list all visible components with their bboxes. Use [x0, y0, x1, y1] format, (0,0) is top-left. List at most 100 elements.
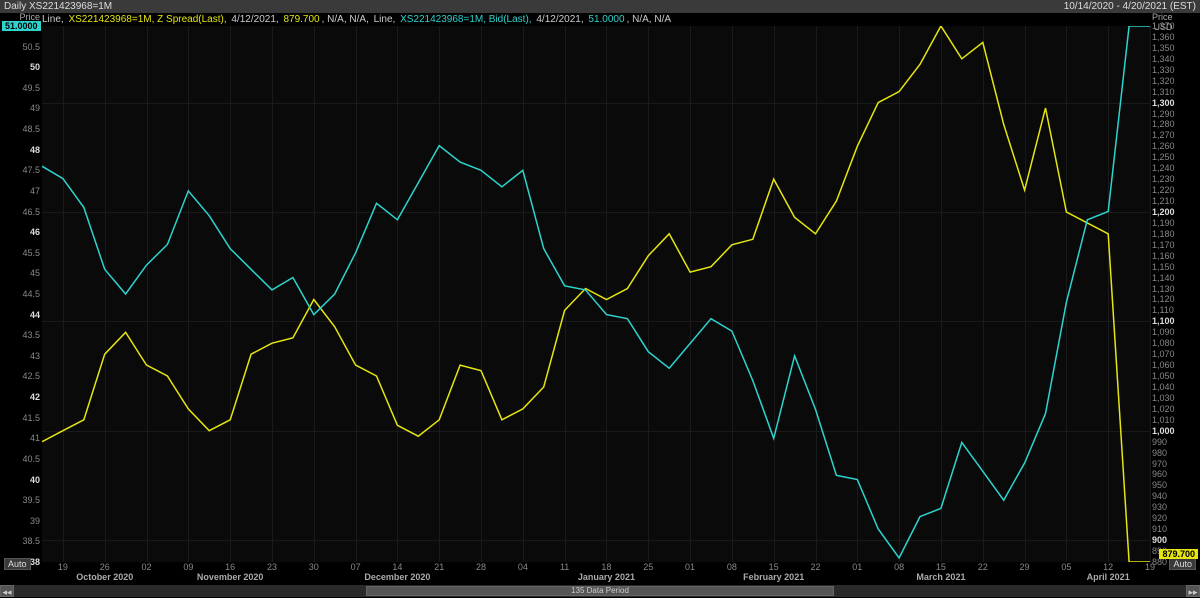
y-right-tick: 950: [1152, 480, 1167, 490]
scroll-right-button[interactable]: ▸▸: [1186, 585, 1200, 597]
x-tick: 15March 2021: [916, 562, 965, 582]
y-right-tick: 1,170: [1152, 240, 1175, 250]
y-right-tick: 900: [1152, 535, 1167, 545]
x-tick: 25: [643, 562, 653, 572]
y-left-tick: 49: [30, 103, 40, 113]
y-left-tick: 50: [30, 62, 40, 72]
y-right-tick: 1,250: [1152, 152, 1175, 162]
x-tick: 08: [727, 562, 737, 572]
y-right-tick: 1,180: [1152, 229, 1175, 239]
y-left-tick: 47.5: [22, 165, 40, 175]
legend-value-2: 51.0000: [588, 14, 624, 25]
y-right-tick: 1,050: [1152, 371, 1175, 381]
y-right-tick: 960: [1152, 469, 1167, 479]
scroll-left-button[interactable]: ◂◂: [0, 585, 14, 597]
x-tick: 29: [1020, 562, 1030, 572]
legend-text: 4/12/2021,: [231, 14, 281, 25]
y-left-tick: 38: [30, 557, 40, 567]
legend: Line, XS221423968=1M, Z Spread(Last), 4/…: [42, 14, 673, 25]
legend-text: , N/A, N/A,: [322, 14, 372, 25]
y-left-tick: 44: [30, 310, 40, 320]
x-tick: 21: [434, 562, 444, 572]
legend-series-2: XS221423968=1M, Bid(Last),: [400, 14, 534, 25]
x-tick: 04: [518, 562, 528, 572]
x-tick: 12April 2021: [1087, 562, 1130, 582]
x-tick: 02: [142, 562, 152, 572]
x-tick: 30: [309, 562, 319, 572]
y-right-tick: 1,290: [1152, 109, 1175, 119]
y-left-tick: 46.5: [22, 207, 40, 217]
y-right-tick: 1,000: [1152, 426, 1175, 436]
y-right-tick: 980: [1152, 448, 1167, 458]
chart-lines: [42, 26, 1150, 562]
x-tick: 05: [1061, 562, 1071, 572]
y-left-tick: 39.5: [22, 495, 40, 505]
y-left-tick: 38.5: [22, 536, 40, 546]
right-price-marker: 879.700: [1159, 549, 1198, 559]
y-left-tick: 40: [30, 475, 40, 485]
y-left-tick: 45.5: [22, 248, 40, 258]
auto-button-right[interactable]: Auto: [1169, 558, 1196, 570]
y-left-tick: 43.5: [22, 330, 40, 340]
x-tick: 18January 2021: [578, 562, 635, 582]
y-left-tick: 41.5: [22, 413, 40, 423]
y-left-tick: 46: [30, 227, 40, 237]
x-tick: 14December 2020: [364, 562, 430, 582]
y-right-tick: 990: [1152, 437, 1167, 447]
y-axis-left: PriceUSD 3838.53939.54040.54141.54242.54…: [0, 26, 42, 562]
y-right-tick: 1,190: [1152, 218, 1175, 228]
chart-title: Daily XS221423968=1M: [4, 1, 112, 12]
x-tick: 19: [58, 562, 68, 572]
y-axis-right: PriceUSD 8808909009109209309409509609709…: [1150, 26, 1200, 562]
y-left-tick: 48.5: [22, 124, 40, 134]
y-right-tick: 1,040: [1152, 382, 1175, 392]
plot-area[interactable]: [42, 26, 1150, 562]
legend-text: Line,: [42, 14, 66, 25]
y-right-tick: 1,220: [1152, 185, 1175, 195]
y-right-tick: 1,060: [1152, 360, 1175, 370]
date-range: 10/14/2020 - 4/20/2021 (EST): [1064, 1, 1196, 12]
y-right-tick: 1,090: [1152, 327, 1175, 337]
x-tick: 01: [852, 562, 862, 572]
y-left-tick: 47: [30, 186, 40, 196]
scrollbar: ◂◂ 135 Data Period ▸▸: [0, 585, 1200, 597]
legend-text: , N/A, N/A: [627, 14, 671, 25]
header-bar: Daily XS221423968=1M 10/14/2020 - 4/20/2…: [0, 0, 1200, 13]
y-right-tick: 930: [1152, 502, 1167, 512]
y-right-tick: 1,150: [1152, 262, 1175, 272]
legend-text: 4/12/2021,: [536, 14, 586, 25]
y-left-tick: 49.5: [22, 83, 40, 93]
y-right-tick: 1,350: [1152, 43, 1175, 53]
x-tick: 23: [267, 562, 277, 572]
y-right-tick: 1,360: [1152, 32, 1175, 42]
y-right-tick: 1,200: [1152, 207, 1175, 217]
y-right-tick: 1,110: [1152, 305, 1174, 315]
y-left-tick: 39: [30, 516, 40, 526]
y-right-tick: 1,230: [1152, 174, 1175, 184]
x-axis: 1926October 2020020916November 202023300…: [42, 562, 1150, 584]
y-left-tick: 42: [30, 392, 40, 402]
legend-value-1: 879.700: [283, 14, 319, 25]
auto-button-left[interactable]: Auto: [4, 558, 31, 570]
y-left-tick: 50.5: [22, 42, 40, 52]
y-right-tick: 1,070: [1152, 349, 1175, 359]
scroll-track[interactable]: 135 Data Period: [14, 585, 1186, 597]
y-right-tick: 1,100: [1152, 316, 1175, 326]
x-tick: 16November 2020: [197, 562, 264, 582]
x-tick: 11: [560, 562, 569, 572]
y-left-tick: 42.5: [22, 371, 40, 381]
x-tick: 08: [894, 562, 904, 572]
y-right-tick: 1,370: [1152, 21, 1175, 31]
left-price-marker: 51.0000: [2, 21, 41, 31]
y-right-tick: 1,010: [1152, 415, 1175, 425]
scroll-thumb[interactable]: 135 Data Period: [366, 586, 835, 596]
y-right-tick: 1,130: [1152, 284, 1175, 294]
y-right-tick: 940: [1152, 491, 1167, 501]
y-right-tick: 1,340: [1152, 54, 1175, 64]
x-tick: 19: [1145, 562, 1155, 572]
y-left-tick: 41: [30, 433, 40, 443]
y-left-tick: 48: [30, 145, 40, 155]
legend-series-1: XS221423968=1M, Z Spread(Last),: [68, 14, 229, 25]
y-right-tick: 1,210: [1152, 196, 1175, 206]
y-right-tick: 910: [1152, 524, 1167, 534]
